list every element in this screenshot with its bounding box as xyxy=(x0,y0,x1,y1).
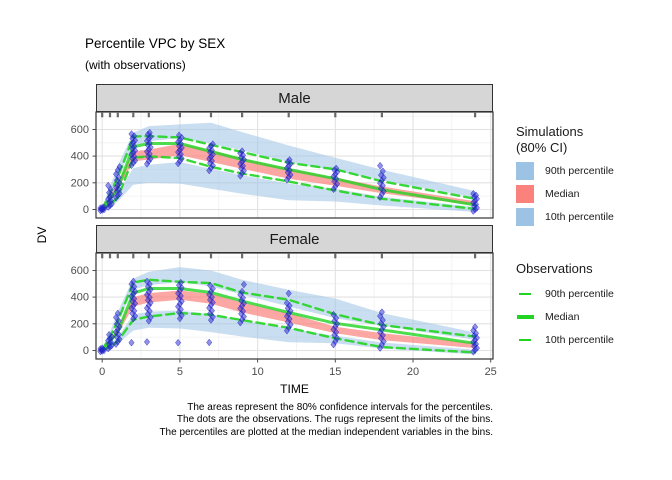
solid-line-icon xyxy=(516,315,534,319)
caption-line-1: The areas represent the 80% confidence i… xyxy=(187,402,493,413)
dashed-line-icon xyxy=(519,338,531,342)
svg-text:200: 200 xyxy=(71,177,89,189)
panel-female: 0 200 400 600 xyxy=(71,252,494,360)
svg-text:20: 20 xyxy=(407,366,419,378)
obs-10th-line-key xyxy=(516,338,534,342)
legend-observations: Observations 90th percentile Median 10th… xyxy=(516,261,668,348)
legend-observations-title: Observations xyxy=(516,261,593,276)
legend-item-obs-median: Median xyxy=(516,309,668,325)
svg-text:10: 10 xyxy=(251,366,263,378)
caption: The areas represent the 80% confidence i… xyxy=(40,402,493,439)
sim-90th-swatch xyxy=(516,162,534,180)
legend-item-sim-median: Median xyxy=(516,185,668,203)
obs-90th-line-key xyxy=(516,292,534,296)
facet-strip-male-label: Male xyxy=(278,89,311,107)
caption-line-3: The percentiles are plotted at the media… xyxy=(159,426,493,438)
svg-text:600: 600 xyxy=(71,265,89,277)
svg-text:5: 5 xyxy=(177,366,183,378)
svg-text:400: 400 xyxy=(71,292,89,304)
svg-text:25: 25 xyxy=(485,366,497,378)
page-title: Percentile VPC by SEX xyxy=(85,36,226,51)
legend-simulations-title: Simulations (80% CI) xyxy=(516,124,584,155)
svg-text:200: 200 xyxy=(71,318,89,330)
obs-median-line-key xyxy=(516,315,534,319)
svg-text:600: 600 xyxy=(71,124,89,136)
svg-text:0: 0 xyxy=(83,204,89,216)
legend-item-obs-10th: 10th percentile xyxy=(516,332,668,348)
svg-text:0: 0 xyxy=(99,366,105,378)
legend-item-sim-10th: 10th percentile xyxy=(516,208,668,226)
legend-simulations: Simulations (80% CI) 90th percentile Med… xyxy=(516,124,668,226)
panel-male: 0 200 400 600 xyxy=(71,111,494,219)
sim-median-swatch xyxy=(516,185,534,203)
x-axis: 0 5 10 15 20 25 xyxy=(99,359,497,378)
legend: Simulations (80% CI) 90th percentile Med… xyxy=(516,124,668,355)
legend-item-sim-90th: 90th percentile xyxy=(516,162,668,180)
dashed-line-icon xyxy=(519,292,531,296)
svg-text:400: 400 xyxy=(71,151,89,163)
page-subtitle: (with observations) xyxy=(85,58,186,72)
x-axis-title: TIME xyxy=(280,382,309,396)
svg-text:0: 0 xyxy=(83,345,89,357)
facet-strip-male: Male xyxy=(96,84,493,112)
sim-10th-swatch xyxy=(516,208,534,226)
svg-text:15: 15 xyxy=(329,366,341,378)
legend-item-obs-90th: 90th percentile xyxy=(516,286,668,302)
facet-strip-female-label: Female xyxy=(269,230,320,248)
caption-line-2: The dots are the observations. The rugs … xyxy=(176,414,493,426)
